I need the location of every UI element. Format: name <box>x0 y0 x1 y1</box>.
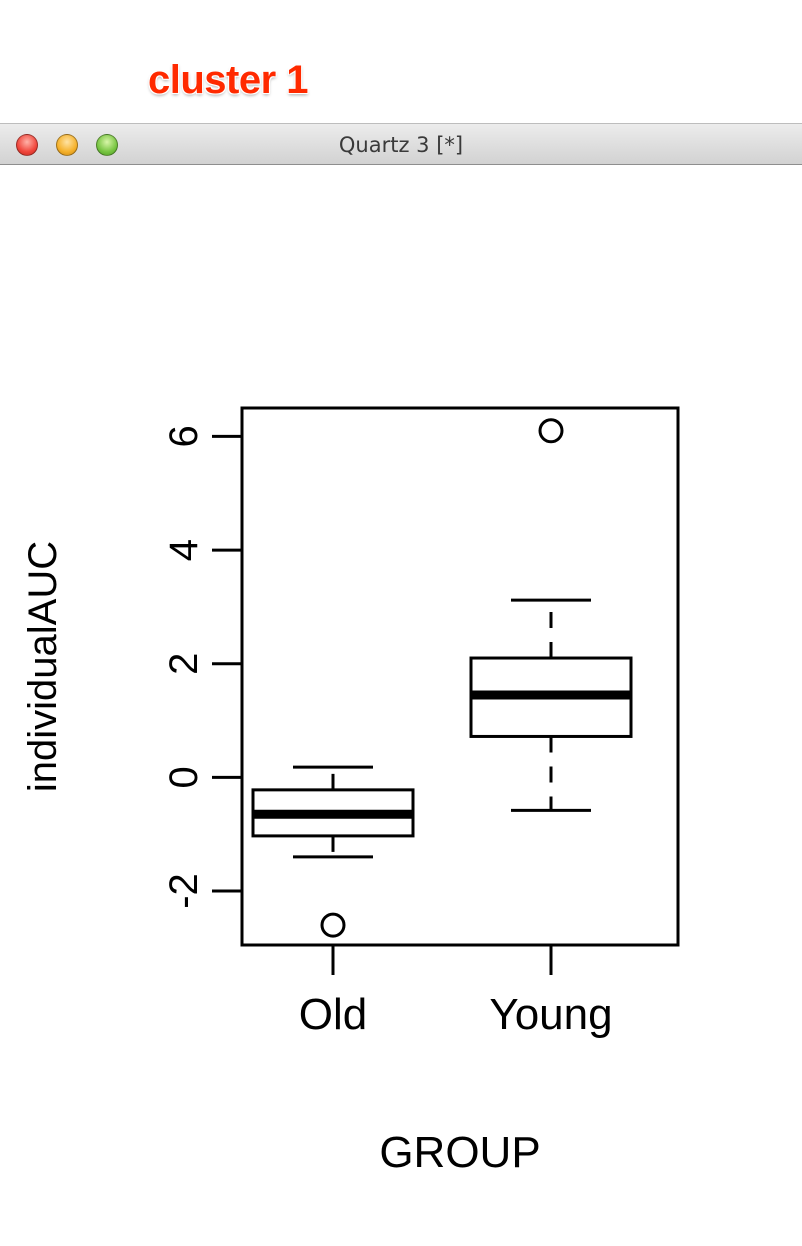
minimize-window-button[interactable] <box>56 134 78 156</box>
x-axis: Old Young <box>299 945 613 1039</box>
outlier-point <box>320 912 346 938</box>
x-axis-label: GROUP <box>379 1128 540 1177</box>
y-tick-label: 0 <box>162 766 206 788</box>
y-tick-label: -2 <box>162 873 206 909</box>
y-tick-label: 2 <box>162 653 206 675</box>
box-old <box>251 765 415 938</box>
box-young <box>469 418 633 812</box>
y-tick-label: 4 <box>162 539 206 561</box>
zoom-window-button[interactable] <box>96 134 118 156</box>
close-window-button[interactable] <box>16 134 38 156</box>
cluster-annotation: cluster 1 <box>148 58 309 102</box>
window-titlebar[interactable]: Quartz 3 [*] <box>0 123 802 165</box>
outlier-point <box>538 418 564 444</box>
y-axis: -2 0 2 4 6 <box>162 425 242 909</box>
window-title: Quartz 3 [*] <box>338 133 464 157</box>
plot-frame <box>240 406 680 947</box>
boxes <box>251 418 633 938</box>
x-tick-label: Young <box>489 990 612 1039</box>
boxplot-chart: -2 0 2 4 6 Old Young individualAUC GROUP <box>21 406 680 1177</box>
x-tick-label: Old <box>299 990 367 1039</box>
y-axis-label: individualAUC <box>21 541 65 792</box>
y-tick-label: 6 <box>162 425 206 447</box>
